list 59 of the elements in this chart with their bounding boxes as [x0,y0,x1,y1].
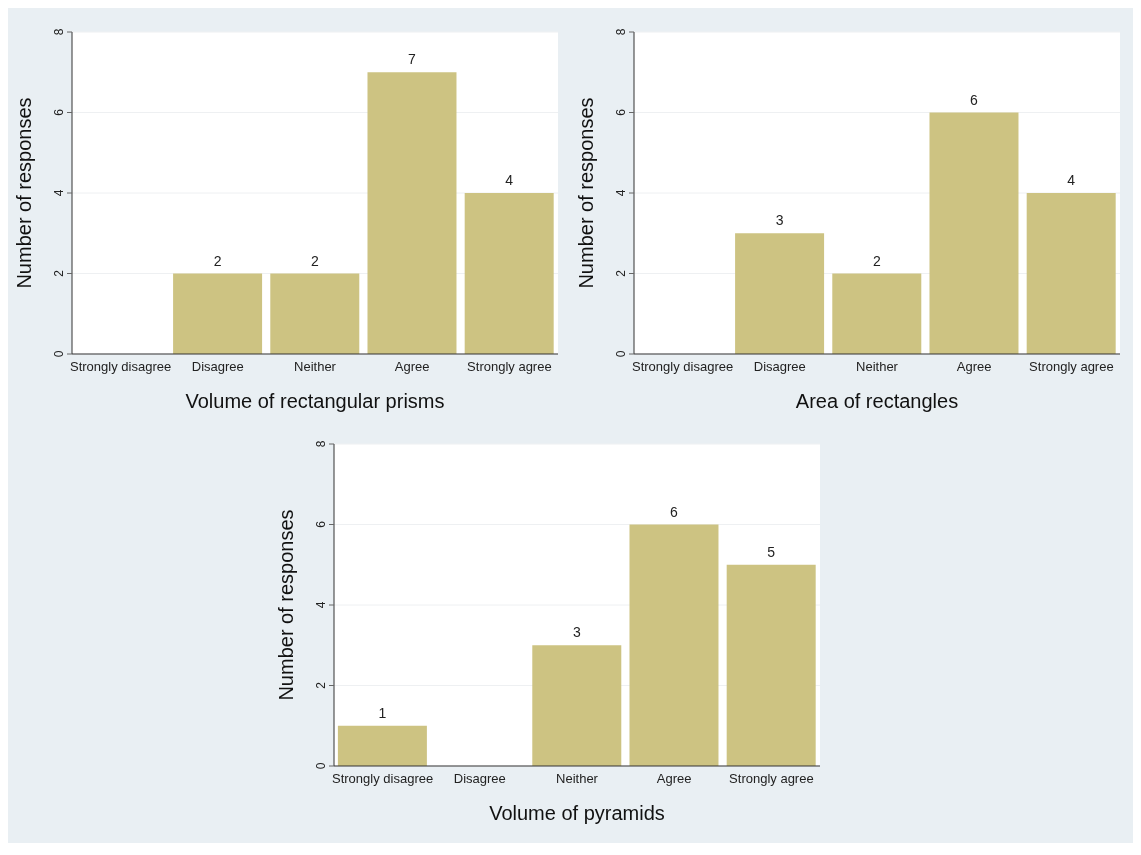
data-label: 7 [408,51,417,68]
x-tick-label: Strongly disagree [70,359,172,375]
y-tick-label: 6 [614,108,628,116]
x-tick-label: Neither [294,359,337,375]
y-tick-label: 6 [314,520,328,528]
y-tick-label: 0 [614,350,628,358]
data-label: 2 [872,252,881,269]
data-label: 1 [378,704,387,721]
y-tick-label: 6 [52,108,66,116]
bar [270,273,360,354]
bar [532,645,622,766]
data-label: 5 [767,543,776,560]
x-tick-label: Agree [394,359,430,375]
data-label: 2 [213,252,222,269]
bar [1026,193,1116,354]
bar [464,193,554,354]
bar [735,233,825,354]
bar [832,273,922,354]
data-label: 6 [670,503,679,520]
x-tick-label: Agree [656,771,692,787]
y-axis-title: Number of responses [13,97,36,289]
x-tick-label: Strongly disagree [332,771,434,787]
x-tick-label: Disagree [191,359,244,375]
x-tick-label: Agree [956,359,992,375]
y-tick-label: 2 [314,681,328,689]
data-label: 6 [970,91,979,108]
x-tick-label: Strongly agree [729,771,814,787]
x-axis-title: Area of rectangles [795,390,959,412]
x-tick-label: Neither [856,359,899,375]
y-tick-label: 0 [314,762,328,770]
x-tick-label: Disagree [753,359,806,375]
x-tick-label: Neither [556,771,599,787]
x-tick-label: Strongly disagree [632,359,734,375]
x-tick-label: Strongly agree [1029,359,1114,375]
y-tick-label: 8 [314,440,328,448]
bar [929,112,1019,354]
bar [173,273,263,354]
y-tick-label: 4 [52,189,66,197]
y-tick-label: 2 [52,269,66,277]
bar [337,725,427,766]
y-axis-title: Number of responses [275,509,298,701]
data-label: 4 [1067,172,1076,188]
x-tick-label: Disagree [453,771,506,787]
y-tick-label: 0 [52,350,66,358]
bar [367,72,457,354]
y-tick-label: 4 [314,601,328,609]
y-axis-title: Number of responses [575,97,598,289]
data-label: 3 [572,624,581,641]
data-label: 4 [505,172,514,188]
y-tick-label: 8 [52,28,66,36]
bar [629,524,719,766]
x-axis-title: Volume of rectangular prisms [185,390,445,412]
x-tick-label: Strongly agree [467,359,552,375]
y-tick-label: 4 [614,189,628,197]
data-label: 3 [775,212,784,229]
bar [726,564,816,766]
x-axis-title: Volume of pyramids [489,802,665,824]
y-tick-label: 8 [614,28,628,36]
y-tick-label: 2 [614,269,628,277]
